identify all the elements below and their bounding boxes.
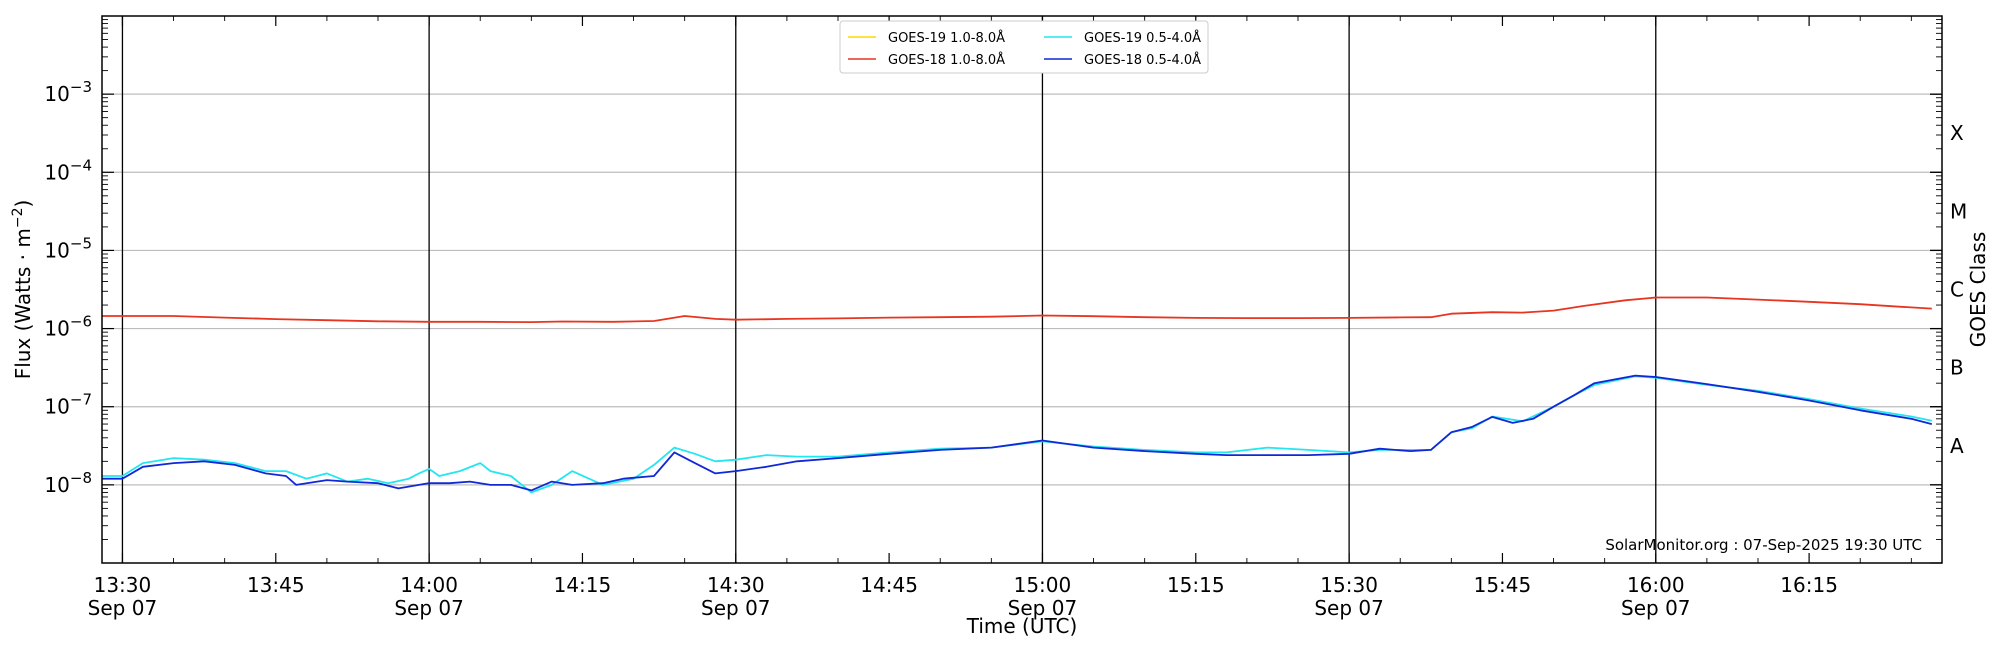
y-tick-label-exponent: −7 bbox=[70, 391, 92, 409]
y-tick-label-base: 10 bbox=[44, 238, 69, 262]
y-tick-label-exponent: −6 bbox=[70, 313, 92, 331]
x-tick-label: 15:45 bbox=[1474, 573, 1532, 597]
y-tick-label: 10−3 bbox=[44, 78, 92, 106]
x-tick-date-label: Sep 07 bbox=[1314, 596, 1384, 620]
legend-box bbox=[839, 20, 1209, 74]
x-tick-label: 15:15 bbox=[1167, 573, 1225, 597]
y-tick-label-exponent: −5 bbox=[70, 234, 92, 252]
legend-label: GOES-19 1.0-8.0Å bbox=[888, 30, 1005, 46]
x-axis-title: Time (UTC) bbox=[966, 614, 1078, 638]
x-tick-label: 16:00 bbox=[1627, 573, 1685, 597]
y-tick-label: 10−4 bbox=[44, 156, 92, 184]
x-tick-label: 14:45 bbox=[860, 573, 918, 597]
legend-label: GOES-18 0.5-4.0Å bbox=[1084, 52, 1201, 68]
x-tick-label: 16:15 bbox=[1780, 573, 1838, 597]
y-axis-title-main: Flux (Watts · m bbox=[11, 228, 35, 379]
y-tick-label-base: 10 bbox=[44, 473, 69, 497]
x-tick-date-label: Sep 07 bbox=[88, 596, 158, 620]
plot-frame bbox=[101, 15, 1943, 564]
x-tick-date-label: Sep 07 bbox=[1621, 596, 1691, 620]
legend-label: GOES-19 0.5-4.0Å bbox=[1084, 30, 1201, 46]
legend-label: GOES-18 1.0-8.0Å bbox=[888, 52, 1005, 68]
y-axis-title: Flux (Watts · m−2) bbox=[10, 200, 35, 380]
goes-class-label: M bbox=[1950, 199, 1967, 223]
goes-class-axis-title: GOES Class bbox=[1966, 232, 1990, 348]
legend: GOES-19 1.0-8.0Å GOES-18 1.0-8.0Å GOES-19 … bbox=[839, 20, 1209, 74]
x-tick-date-label: Sep 07 bbox=[1008, 596, 1078, 620]
credit-text: SolarMonitor.org : 07-Sep-2025 19:30 UTC bbox=[1605, 536, 1922, 554]
y-tick-label-base: 10 bbox=[44, 160, 69, 184]
y-tick-label-base: 10 bbox=[44, 82, 69, 106]
x-tick-label: 14:30 bbox=[707, 573, 765, 597]
y-tick-label-exponent: −4 bbox=[70, 156, 92, 174]
series-line bbox=[102, 375, 1932, 494]
goes-class-label: C bbox=[1950, 278, 1964, 302]
y-tick-label: 10−8 bbox=[44, 469, 92, 497]
grid-lines bbox=[102, 93, 1942, 486]
y-tick-label: 10−6 bbox=[44, 313, 92, 341]
x-tick-label: 13:30 bbox=[94, 573, 152, 597]
x-tick-label: 15:00 bbox=[1014, 573, 1072, 597]
y-tick-label: 10−7 bbox=[44, 391, 92, 419]
x-tick-label: 14:00 bbox=[400, 573, 458, 597]
series-line bbox=[102, 374, 1933, 492]
y-axis-title-end: ) bbox=[11, 200, 35, 208]
series-line bbox=[102, 296, 1932, 323]
x-tick-date-label: Sep 07 bbox=[394, 596, 464, 620]
series-lines bbox=[102, 296, 1933, 494]
axis-ticks bbox=[102, 16, 1942, 564]
y-tick-label-exponent: −8 bbox=[70, 469, 92, 487]
y-tick-label: 10−5 bbox=[44, 234, 92, 262]
x-tick-date-label: Sep 07 bbox=[701, 596, 771, 620]
goes-class-label: A bbox=[1950, 434, 1964, 458]
x-tick-label: 14:15 bbox=[554, 573, 612, 597]
x-tick-label: 13:45 bbox=[247, 573, 305, 597]
x-tick-label: 15:30 bbox=[1320, 573, 1378, 597]
goes-class-label: B bbox=[1950, 356, 1964, 380]
y-tick-label-base: 10 bbox=[44, 317, 69, 341]
y-tick-label-exponent: −3 bbox=[70, 78, 92, 96]
y-tick-label-base: 10 bbox=[44, 395, 69, 419]
goes-class-label: X bbox=[1950, 121, 1964, 145]
y-axis-title-sup: −2 bbox=[10, 208, 26, 229]
